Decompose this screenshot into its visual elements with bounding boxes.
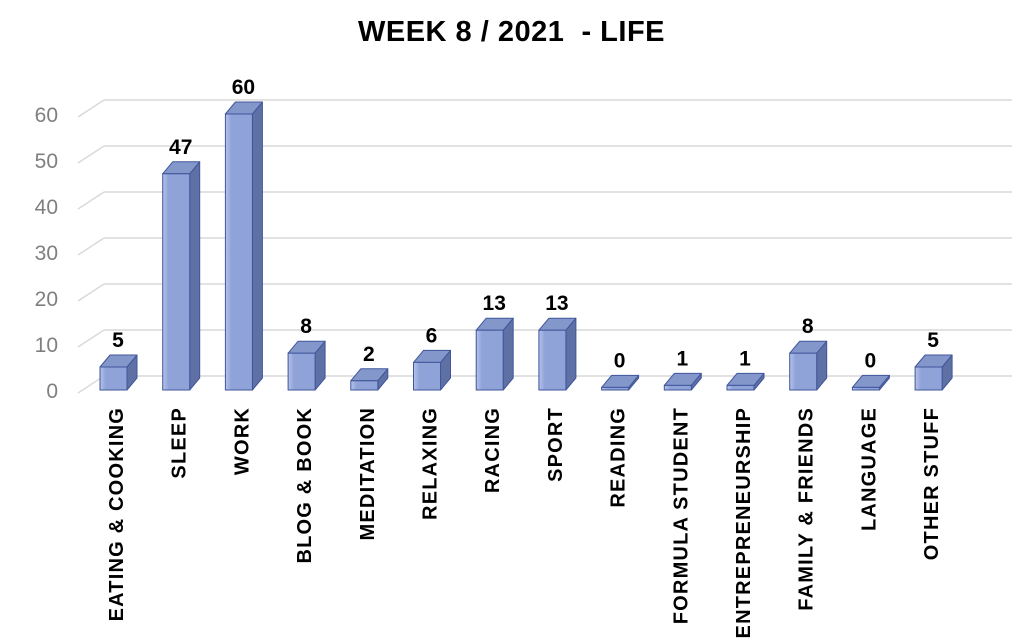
bar-value-label: 0 xyxy=(865,349,877,372)
gridline-stub xyxy=(77,99,105,118)
bar-value-label: 1 xyxy=(676,347,688,370)
bar-top-face xyxy=(601,374,640,388)
bar-group xyxy=(162,161,201,391)
y-tick-label: 20 xyxy=(35,288,58,311)
category-label: OTHER STUFF xyxy=(921,407,943,560)
y-tick-label: 40 xyxy=(35,196,58,219)
bar-group xyxy=(475,317,514,391)
bar-front-face xyxy=(99,366,128,391)
bar-group xyxy=(413,349,451,391)
bar-side-face xyxy=(251,101,263,391)
bar-front-face xyxy=(350,380,379,391)
category-label: LANGUAGE xyxy=(858,407,880,531)
bar-front-face xyxy=(538,329,567,391)
category-label: SLEEP xyxy=(169,407,191,479)
bar-front-face xyxy=(789,352,818,391)
bar-front-face xyxy=(851,386,880,391)
category-label: RACING xyxy=(482,407,504,493)
y-tick-label: 60 xyxy=(35,104,58,127)
category-label: FORMULA STUDENT xyxy=(670,407,692,624)
bar-value-label: 5 xyxy=(927,329,939,352)
y-tick-label: 10 xyxy=(35,334,58,357)
bar-group xyxy=(601,374,640,391)
bar-group xyxy=(287,340,326,391)
bar-front-face xyxy=(287,352,316,391)
bar-front-face xyxy=(162,173,191,391)
bar-top-face xyxy=(851,374,890,388)
bar-front-face xyxy=(663,384,692,391)
bar-group xyxy=(789,340,828,391)
bar-group xyxy=(538,317,577,391)
category-label: SPORT xyxy=(545,407,567,482)
bar-group xyxy=(99,354,138,391)
bar-group xyxy=(726,372,765,391)
category-label: RELAXING xyxy=(420,407,442,520)
category-label: WORK xyxy=(231,407,253,475)
category-label: MEDITATION xyxy=(357,407,379,540)
gridline-stub xyxy=(77,145,105,164)
y-tick-label: 0 xyxy=(46,380,58,403)
bar-value-label: 5 xyxy=(112,329,124,352)
bar-value-label: 8 xyxy=(802,315,814,338)
bar-value-label: 2 xyxy=(363,343,375,366)
y-tick-label: 30 xyxy=(35,242,58,265)
category-label: BLOG & BOOK xyxy=(294,407,316,564)
category-label: FAMILY & FRIENDS xyxy=(796,407,818,611)
bar-value-label: 8 xyxy=(300,315,312,338)
gridline-stub xyxy=(77,283,105,302)
bar-value-label: 13 xyxy=(545,292,568,315)
bar-value-label: 6 xyxy=(426,324,438,347)
category-label: EATING & COOKING xyxy=(106,407,128,621)
bar-group xyxy=(224,101,263,391)
y-tick-label: 50 xyxy=(35,150,58,173)
bar-value-label: 60 xyxy=(232,76,255,99)
bar-value-label: 1 xyxy=(739,347,751,370)
bar-value-label: 13 xyxy=(483,292,506,315)
chart-title: WEEK 8 / 2021 - LIFE xyxy=(357,16,666,48)
gridline-stub xyxy=(77,329,105,348)
bars-layer xyxy=(99,101,953,391)
category-label: ENTREPRENEURSHIP xyxy=(733,407,755,638)
bar-front-face xyxy=(726,384,755,391)
gridline-stub xyxy=(77,191,105,210)
bar-group xyxy=(914,354,953,391)
bar-value-label: 0 xyxy=(614,349,626,372)
gridline-stub xyxy=(77,237,105,256)
bar-group xyxy=(663,372,702,391)
bar-front-face xyxy=(601,386,630,391)
category-label: READING xyxy=(608,407,630,508)
bar-front-face xyxy=(224,113,253,391)
bar-front-face xyxy=(413,361,441,391)
bar-group xyxy=(350,368,389,391)
bar-group xyxy=(851,374,890,391)
bar-front-face xyxy=(475,329,504,391)
bar-value-label: 47 xyxy=(169,136,192,159)
bar-side-face xyxy=(189,161,201,391)
bar-front-face xyxy=(914,366,943,391)
